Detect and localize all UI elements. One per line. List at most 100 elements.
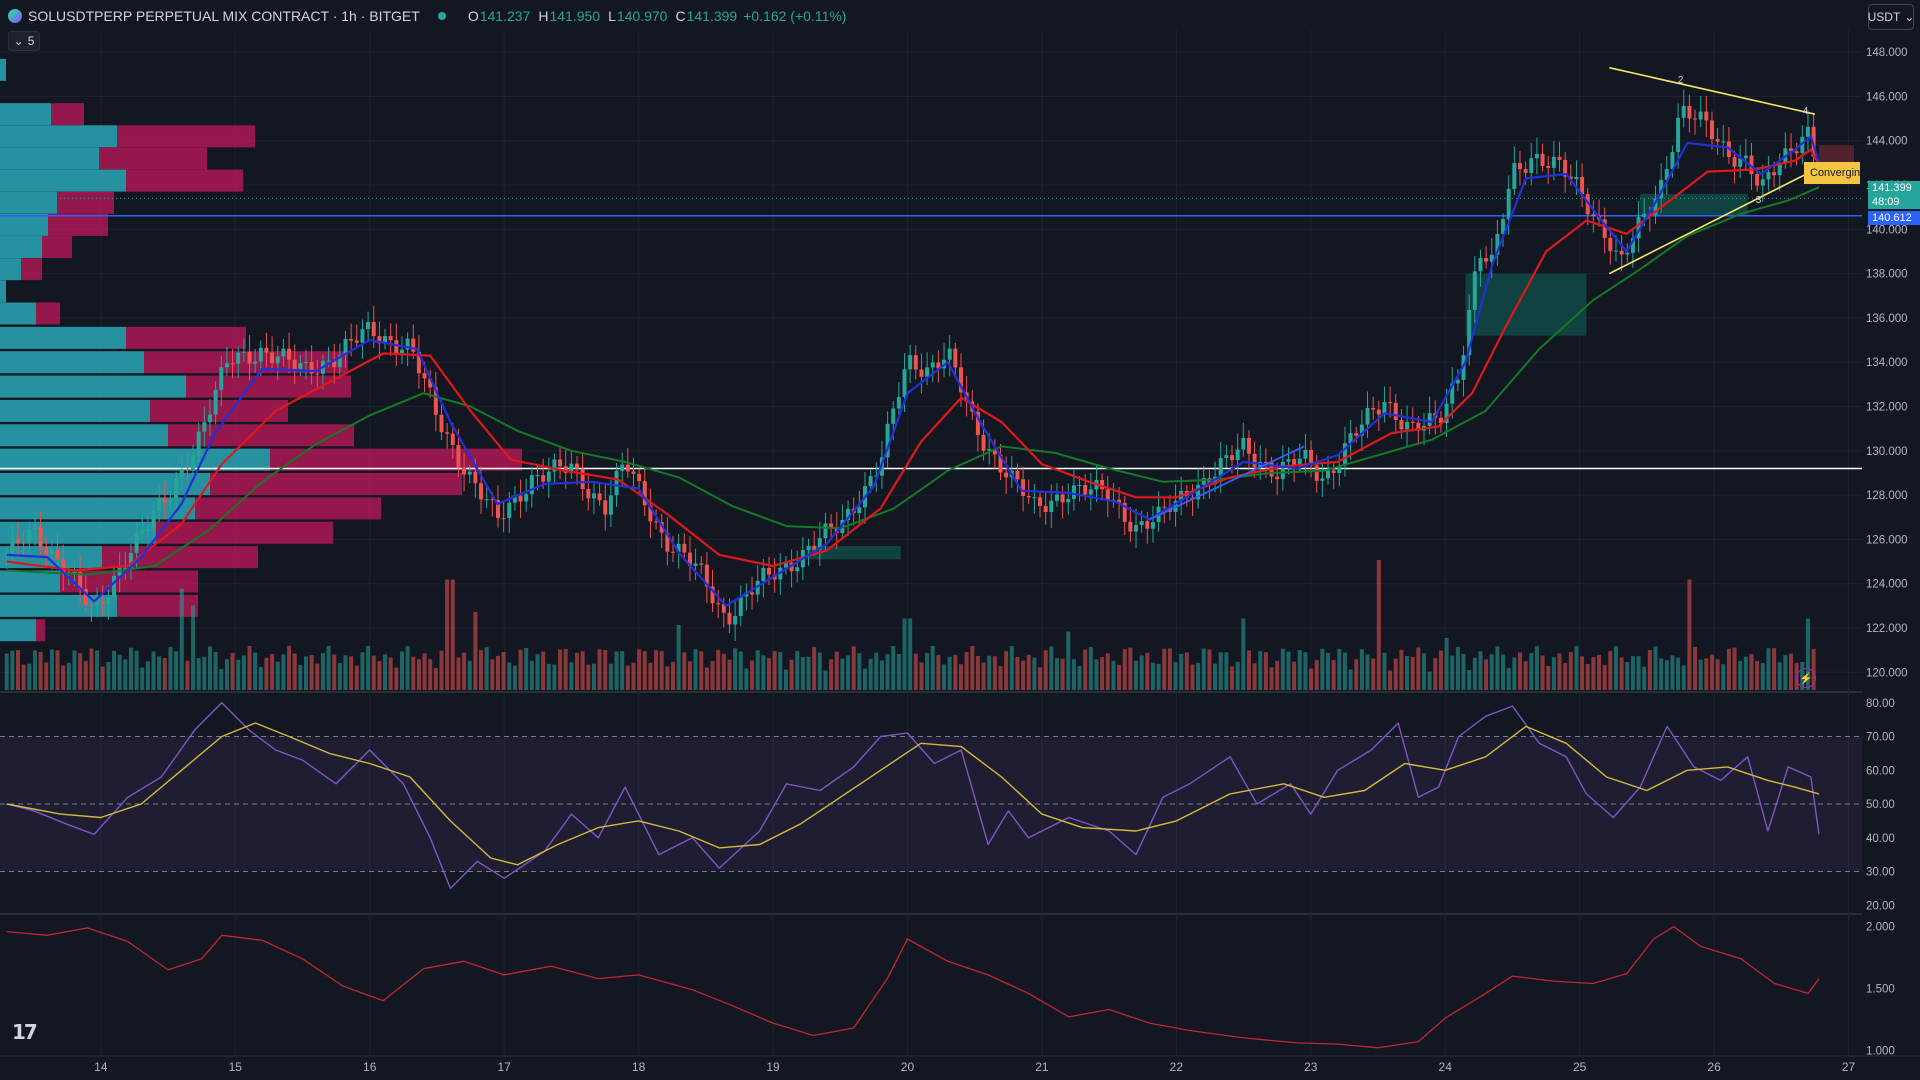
candle-body <box>89 605 94 607</box>
volume-bar <box>479 650 484 690</box>
volume-bar <box>1517 652 1522 690</box>
candle-body <box>16 538 21 543</box>
volume-bar <box>1664 660 1669 690</box>
volume-bar <box>433 667 438 690</box>
volume-bar <box>1777 662 1782 690</box>
candle-body <box>1501 219 1506 235</box>
volume-bar <box>1021 660 1026 690</box>
chevron-down-icon: ⌄ <box>13 34 24 48</box>
candle-body <box>1478 257 1483 272</box>
volume-bar <box>1546 665 1551 690</box>
candle-body <box>1088 489 1093 495</box>
indicators-collapse-button[interactable]: ⌄ 5 <box>8 31 40 51</box>
candle-body <box>1743 155 1748 159</box>
candle-body <box>608 495 613 515</box>
volume-bar <box>1263 652 1268 690</box>
volume-bar <box>1359 649 1364 690</box>
volume-bar <box>862 668 867 690</box>
volume-bar <box>1009 646 1014 690</box>
volume-bar <box>219 669 224 690</box>
candle-body <box>1805 126 1810 137</box>
candle-body <box>546 471 551 482</box>
volume-bar <box>1805 618 1810 690</box>
volume-bar <box>721 653 726 690</box>
volume-bar <box>908 618 913 690</box>
candle-body <box>1546 165 1551 168</box>
volume-bar <box>1213 663 1218 690</box>
volume-bar <box>1467 670 1472 690</box>
volume-bar <box>366 645 371 690</box>
price-tick-label: 128.000 <box>1866 490 1908 502</box>
candle-body <box>524 494 529 502</box>
candle-body <box>44 547 49 555</box>
time-tick-label: 22 <box>1170 1060 1184 1074</box>
volume-bar <box>1580 656 1585 690</box>
volume-bar <box>320 653 325 690</box>
candle-body <box>1286 459 1291 462</box>
volume-bar <box>185 660 190 690</box>
volume-bar <box>716 649 721 690</box>
volume-bar <box>4 653 9 690</box>
volume-bar <box>1388 670 1393 690</box>
candle-body <box>529 475 534 495</box>
candle-body <box>1512 163 1517 189</box>
candle-body <box>236 352 241 364</box>
candle-body <box>998 454 1003 473</box>
volume-bar <box>575 652 580 690</box>
volume-bar <box>287 645 292 690</box>
candle-body <box>281 348 286 357</box>
time-tick-label: 24 <box>1439 1060 1453 1074</box>
candle-body <box>462 467 467 475</box>
volume-bar <box>1732 647 1737 690</box>
volume-bar <box>1309 668 1314 690</box>
volume-bar <box>1196 662 1201 690</box>
volume-bar <box>1382 652 1387 690</box>
candle-body <box>512 495 517 503</box>
candle-body <box>473 471 478 484</box>
candle-body <box>1145 521 1150 529</box>
alert-bolt-icon[interactable]: ⚡ <box>1796 668 1816 688</box>
volume-bar <box>591 663 596 690</box>
candle-body <box>1529 158 1534 173</box>
candle-body <box>552 459 557 472</box>
candle-body <box>196 431 201 456</box>
candle-body <box>1224 455 1229 458</box>
currency-selector[interactable]: USDT ⌄ <box>1868 4 1914 30</box>
candle-body <box>1393 402 1398 420</box>
volume-bar <box>1275 660 1280 690</box>
volume-bar <box>1252 663 1257 690</box>
candle-body <box>614 470 619 496</box>
volume-bar <box>829 659 834 690</box>
volume-profile-down-bar <box>51 103 84 126</box>
volume-bar <box>1760 663 1765 690</box>
candle-body <box>738 596 743 617</box>
tradingview-logo[interactable]: 17 <box>12 1020 38 1044</box>
volume-bar <box>1241 618 1246 690</box>
volume-bar <box>778 651 783 690</box>
volume-bar <box>332 654 337 690</box>
candle-body <box>580 468 585 489</box>
volume-profile-down-bar <box>117 594 198 617</box>
volume-bar <box>1738 660 1743 690</box>
converging-annotation[interactable]: Converging <box>1804 162 1860 184</box>
candle-body <box>806 545 811 550</box>
candle-body <box>106 596 111 604</box>
volume-bar <box>253 652 258 690</box>
volume-bar <box>61 665 66 690</box>
volume-bar <box>891 646 896 690</box>
candle-body <box>558 459 563 467</box>
volume-bar <box>614 651 619 690</box>
candle-body <box>1263 461 1268 463</box>
volume-bar <box>512 665 517 690</box>
candle-body <box>479 483 484 500</box>
volume-bar <box>38 651 43 690</box>
candle-body <box>1342 443 1347 466</box>
volume-bar <box>1693 646 1698 690</box>
candle-body <box>360 329 365 343</box>
candle-body <box>337 355 342 368</box>
volume-bar <box>1512 657 1517 690</box>
symbol-title[interactable]: SOLUSDTPERP PERPETUAL MIX CONTRACT · 1h … <box>28 8 420 24</box>
volume-bar <box>1111 660 1116 690</box>
close-label: C <box>675 8 686 24</box>
